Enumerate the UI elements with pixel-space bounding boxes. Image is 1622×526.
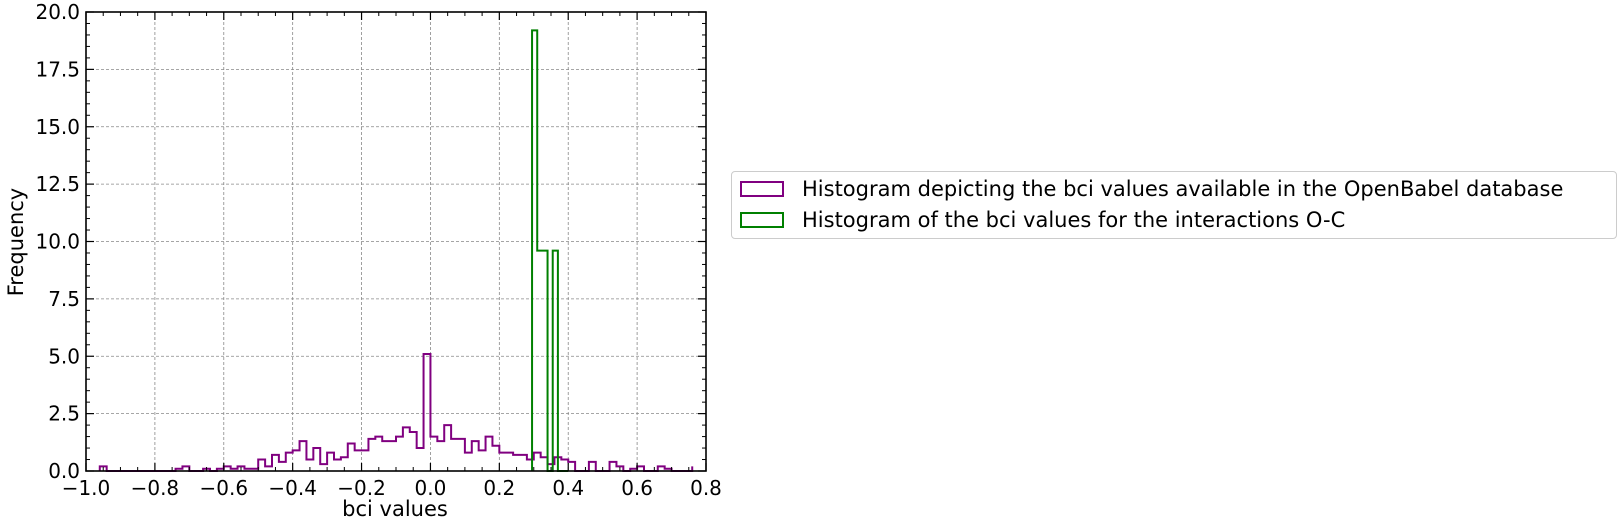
y-tick-label: 20.0 [35, 0, 80, 24]
histogram-steps [98, 29, 694, 472]
legend-label-oc: Histogram of the bci values for the inte… [802, 208, 1346, 232]
x-tick-label: −1.0 [62, 476, 111, 500]
y-tick-label: 7.5 [48, 287, 80, 311]
y-tick-label: 15.0 [35, 115, 80, 139]
y-tick-label: 0.0 [48, 459, 80, 483]
plot-frame [85, 11, 707, 472]
grid-lines [86, 12, 706, 471]
y-tick-label: 10.0 [35, 230, 80, 254]
x-tick-label: 0.4 [552, 476, 584, 500]
x-tick-label: −0.6 [199, 476, 248, 500]
legend-item-openbabel: Histogram depicting the bci values avail… [740, 176, 1563, 202]
legend-item-oc: Histogram of the bci values for the inte… [740, 207, 1345, 233]
x-tick-label: 0.0 [415, 476, 447, 500]
y-tick-label: 5.0 [48, 344, 80, 368]
legend-swatch-oc [740, 212, 784, 228]
legend: Histogram depicting the bci values avail… [731, 171, 1617, 239]
x-tick-label: 0.2 [483, 476, 515, 500]
legend-swatch-openbabel [740, 181, 784, 197]
x-tick-label: −0.8 [131, 476, 180, 500]
y-axis-label: Frequency [4, 188, 28, 297]
histogram-series-1 [531, 29, 569, 472]
x-tick-label: −0.4 [268, 476, 317, 500]
x-tick-label: 0.8 [690, 476, 722, 500]
y-tick-label: 17.5 [35, 57, 80, 81]
histogram-series-0 [98, 352, 694, 472]
x-tick-label: −0.2 [337, 476, 386, 500]
x-tick-labels: −1.0 −0.8 −0.6 −0.4 −0.2 0.0 0.2 0.4 0.6 0.8 [62, 476, 722, 500]
y-tick-label: 12.5 [35, 172, 80, 196]
y-tick-label: 2.5 [48, 402, 80, 426]
x-axis-label: bci values [342, 497, 448, 521]
y-tick-labels: 0.0 2.5 5.0 7.5 10.0 12.5 15.0 17.5 20.0 [35, 0, 80, 483]
x-tick-label: 0.6 [621, 476, 653, 500]
legend-label-openbabel: Histogram depicting the bci values avail… [802, 177, 1564, 201]
